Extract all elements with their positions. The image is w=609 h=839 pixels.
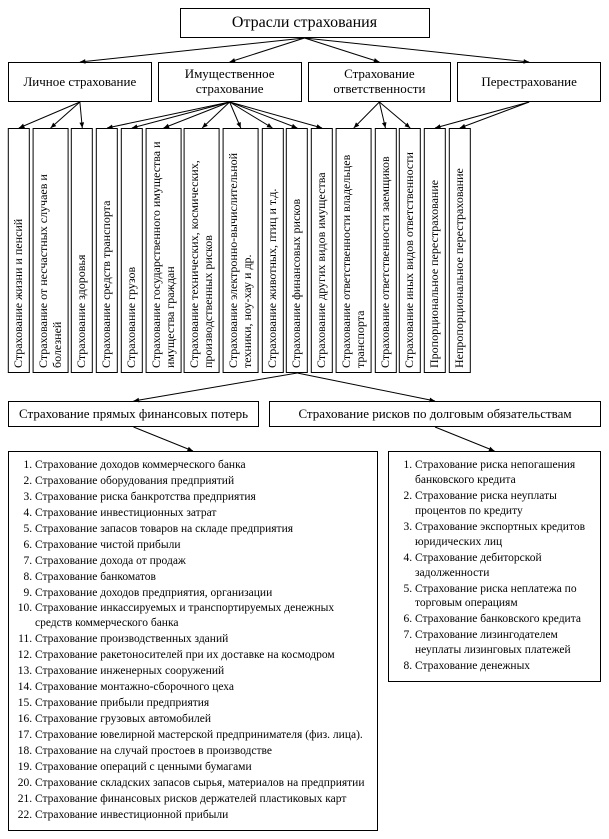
leaf-node-11: Страхование ответственности владельцев т… [336, 128, 372, 373]
leaf-node-14: Пропорциональное перестрахование [424, 128, 446, 373]
leaf-node-3: Страхование средств транспорта [96, 128, 118, 373]
list-right-item: Страхование риска неуплаты процентов по … [415, 489, 592, 519]
leaf-node-10: Страхование других видов имущества [311, 128, 333, 373]
leaf-node-0: Страхование жизни и пенсий [8, 128, 30, 373]
list-right-box: Страхование риска непогашения банковског… [388, 451, 601, 682]
list-left-item: Страхование доходов предприятия, организ… [35, 586, 369, 601]
leaf-node-12: Страхование ответственности заемщиков [375, 128, 397, 373]
list-left-item: Страхование грузовых автомобилей [35, 712, 369, 727]
lists-container: Страхование доходов коммерческого банкаС… [8, 451, 601, 831]
list-right-item: Страхование банковского кредита [415, 612, 592, 627]
leaf-node-5: Страхование государственного имущества и… [146, 128, 182, 373]
list-left-item: Страхование инженерных сооружений [35, 664, 369, 679]
list-right-item: Страхование дебиторской задолженности [415, 551, 592, 581]
level2-container: Личное страхование Имущественное страхов… [8, 62, 601, 102]
leaves-container: Страхование жизни и пенсийСтрахование от… [8, 128, 601, 373]
root-node: Отрасли страхования [180, 8, 430, 38]
list-right-item: Страхование денежных [415, 659, 592, 674]
list-right-item: Страхование лизингодателем неуплаты лизи… [415, 628, 592, 658]
list-left-item: Страхование финансовых рисков держателей… [35, 792, 369, 807]
sub-left-node: Страхование прямых финансовых потерь [8, 401, 259, 427]
list-right: Страхование риска непогашения банковског… [395, 458, 592, 674]
level2-node-3: Перестрахование [457, 62, 601, 102]
level2-node-1: Имущественное страхование [158, 62, 302, 102]
leaf-node-2: Страхование здоровья [71, 128, 93, 373]
list-left: Страхование доходов коммерческого банкаС… [15, 458, 369, 823]
list-left-item: Страхование производственных зданий [35, 632, 369, 647]
list-left-item: Страхование инвестиционных затрат [35, 506, 369, 521]
level2-node-0: Личное страхование [8, 62, 152, 102]
list-right-item: Страхование риска непогашения банковског… [415, 458, 592, 488]
level2-node-2: Страхование ответственности [308, 62, 452, 102]
list-left-item: Страхование чистой прибыли [35, 538, 369, 553]
leaf-node-8: Страхование животных, птиц и т.д. [262, 128, 284, 373]
sub-container: Страхование прямых финансовых потерь Стр… [8, 401, 601, 427]
list-left-item: Страхование ювелирной мастерской предпри… [35, 728, 369, 743]
list-left-item: Страхование ракетоносителей при их доста… [35, 648, 369, 663]
leaf-node-7: Страхование электронно-вычислительной те… [223, 128, 259, 373]
leaf-node-15: Непропорциональное перестрахование [449, 128, 471, 373]
list-left-item: Страхование оборудования предприятий [35, 474, 369, 489]
list-left-item: Страхование риска банкротства предприяти… [35, 490, 369, 505]
diagram-root: Отрасли страхования Личное страхование И… [8, 8, 601, 831]
leaf-node-9: Страхование финансовых рисков [286, 128, 308, 373]
sub-right-node: Страхование рисков по долговым обязатель… [269, 401, 601, 427]
list-left-item: Страхование доходов коммерческого банка [35, 458, 369, 473]
list-left-item: Страхование складских запасов сырья, мат… [35, 776, 369, 791]
list-left-item: Страхование запасов товаров на складе пр… [35, 522, 369, 537]
leaf-node-4: Страхование грузов [121, 128, 143, 373]
list-left-item: Страхование инвестиционной прибыли [35, 808, 369, 823]
list-left-item: Страхование банкоматов [35, 570, 369, 585]
list-left-item: Страхование на случай простоев в произво… [35, 744, 369, 759]
list-right-item: Страхование экспортных кредитов юридичес… [415, 520, 592, 550]
list-left-item: Страхование дохода от продаж [35, 554, 369, 569]
leaf-node-1: Страхование от несчастных случаев и боле… [33, 128, 69, 373]
list-right-item: Страхование риска неплатежа по торговым … [415, 582, 592, 612]
list-left-item: Страхование монтажно-сборочного цеха [35, 680, 369, 695]
list-left-item: Страхование инкассируемых и транспортиру… [35, 601, 369, 631]
list-left-item: Страхование операций с ценными бумагами [35, 760, 369, 775]
leaf-node-6: Страхование технических, космических, пр… [184, 128, 220, 373]
list-left-item: Страхование прибыли предприятия [35, 696, 369, 711]
list-left-box: Страхование доходов коммерческого банкаС… [8, 451, 378, 831]
leaf-node-13: Страхование иных видов ответственности [399, 128, 421, 373]
